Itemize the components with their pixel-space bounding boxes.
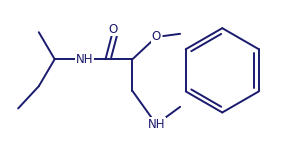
Text: O: O	[152, 30, 161, 44]
Text: NH: NH	[148, 118, 165, 131]
Text: NH: NH	[76, 53, 94, 66]
Text: O: O	[109, 22, 118, 36]
